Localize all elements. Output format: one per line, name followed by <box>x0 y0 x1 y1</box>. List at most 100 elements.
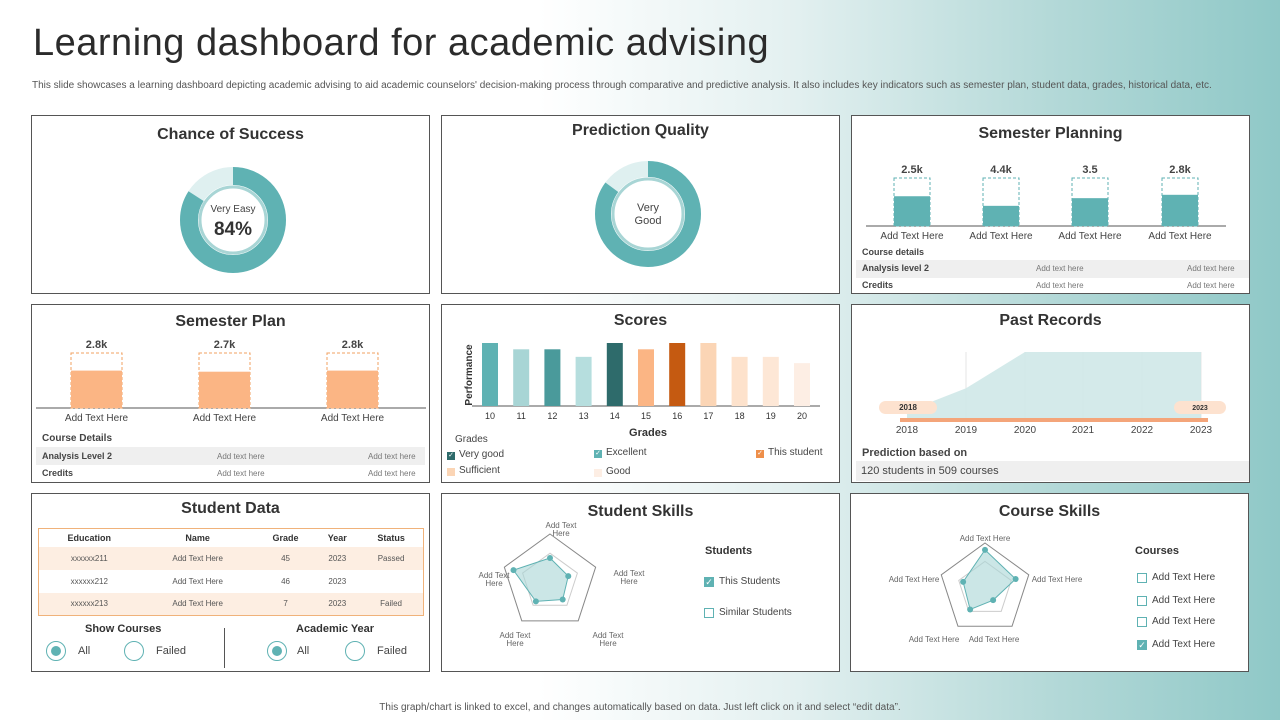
bar-value-label: 2.7k <box>214 339 236 351</box>
detail-row-label: Credits <box>42 468 74 478</box>
legend-checkbox[interactable] <box>704 608 714 618</box>
radar-point[interactable] <box>1012 576 1019 583</box>
radar-point[interactable] <box>532 598 539 605</box>
score-bar[interactable] <box>762 356 779 406</box>
academic-year-label: Academic Year <box>296 623 375 635</box>
score-bar[interactable] <box>794 363 810 406</box>
radar-axis-label-line: Add Text <box>593 631 625 640</box>
legend-checkbox[interactable] <box>1137 617 1147 627</box>
score-bar[interactable] <box>606 343 623 406</box>
table-row[interactable]: xxxxxx213 Add Text Here 7 2023 Failed <box>38 592 424 616</box>
radar-axis-label-line: Add Text <box>546 521 578 530</box>
bar[interactable] <box>71 370 122 408</box>
range-start-handle[interactable] <box>879 401 937 414</box>
donut-arc <box>180 167 286 273</box>
score-bar[interactable] <box>513 349 530 406</box>
detail-row-label: Analysis level 2 <box>862 263 930 273</box>
radar-axis-label: Add Text Here <box>479 571 511 588</box>
bar-category-label: Add Text Here <box>1058 231 1122 242</box>
panel-title: Past Records <box>999 312 1102 329</box>
table-cell: 2023 <box>315 592 360 616</box>
column-header: Name <box>185 532 210 543</box>
semester-planning-panel: Semester Planning 2.5k Add Text Here 4.4k A… <box>851 115 1250 294</box>
legend-label: Add Text Here <box>1152 572 1216 583</box>
donut-arc <box>595 161 701 267</box>
table-row[interactable]: xxxxxx211 Add Text Here 45 2023 Passed <box>38 546 424 570</box>
detail-row-label: Credits <box>862 280 894 290</box>
legend-label: Sufficient <box>459 465 500 476</box>
panel-title: Scores <box>613 312 668 329</box>
bar[interactable] <box>1162 194 1198 226</box>
legend-checkbox[interactable] <box>1137 596 1147 606</box>
bar-category-label: Add Text Here <box>969 231 1033 242</box>
show-courses-all-radio[interactable] <box>46 641 66 661</box>
radar-axis-label: Add Text Here <box>960 534 1011 543</box>
detail-cell: Add text here <box>368 452 416 461</box>
score-bar[interactable] <box>731 356 748 406</box>
legend-heading: Grades <box>455 434 488 445</box>
radar-point[interactable] <box>990 597 997 604</box>
score-bar[interactable] <box>575 356 592 406</box>
table-row[interactable]: xxxxxx212 Add Text Here 46 2023 <box>39 570 424 593</box>
bar-category-label: Add Text Here <box>880 231 944 242</box>
score-bar[interactable] <box>638 349 654 406</box>
radar-point[interactable] <box>510 567 517 574</box>
show-courses-failed-radio[interactable] <box>124 641 144 661</box>
table-header-row: Education Name Grade Year Status <box>39 529 424 547</box>
radar-axis-label: Add Text Here <box>889 575 940 584</box>
score-bar[interactable] <box>700 343 717 406</box>
academic-year-all-radio[interactable] <box>267 641 287 661</box>
radar-axis-label: Add Text Here <box>969 635 1020 644</box>
panel-title: Semester Planning <box>978 125 1123 142</box>
donut-inner-ring <box>611 177 685 251</box>
legend-swatch[interactable]: ✓ <box>447 452 455 460</box>
semester-plan-panel: Semester Plan 2.8k Add Text Here 2.7k Add T… <box>31 304 430 483</box>
radar-point[interactable] <box>565 573 572 580</box>
course-skills-radar: Add Text Here Add Text Here Add Text Here A… <box>889 534 1083 644</box>
radar-point[interactable] <box>960 578 967 585</box>
legend-checkbox[interactable]: ✓ <box>1137 640 1147 650</box>
academic-year-failed-radio[interactable] <box>345 641 365 661</box>
range-end-handle[interactable] <box>1174 401 1226 414</box>
radar-point[interactable] <box>967 606 974 613</box>
radar-point[interactable] <box>559 596 566 603</box>
panel-title: Student Data <box>181 500 280 517</box>
legend-swatch[interactable]: ✓ <box>756 450 764 458</box>
bar[interactable] <box>199 371 250 408</box>
bar[interactable] <box>894 196 930 226</box>
table-cell: Add Text Here <box>139 592 256 616</box>
legend-label: Similar Students <box>719 607 792 618</box>
legend-checkbox[interactable]: ✓ <box>704 577 714 587</box>
radar-axis-label: Add Text Here <box>614 569 646 586</box>
score-bar[interactable] <box>669 343 686 406</box>
legend-label: Excellent <box>606 447 647 458</box>
radar-series[interactable] <box>512 557 569 602</box>
bar[interactable] <box>327 370 378 408</box>
bar-category-label: Add Text Here <box>1148 231 1212 242</box>
score-bar[interactable] <box>544 349 561 406</box>
student-skills-panel: Student Skills Add Text Here Add Text Here A… <box>441 493 840 672</box>
score-bar[interactable] <box>482 343 498 406</box>
radar-point[interactable] <box>547 555 553 561</box>
table-cell: Failed <box>359 592 424 616</box>
bar[interactable] <box>983 205 1019 226</box>
radar-axis-label-line: Here <box>506 639 524 648</box>
x-tick-label: 14 <box>610 411 620 421</box>
radio-label: All <box>297 645 310 657</box>
legend-swatch[interactable]: ✓ <box>594 450 602 458</box>
bar[interactable] <box>1072 198 1108 226</box>
bar-category-label: Add Text Here <box>193 413 257 424</box>
legend-label: Good <box>606 466 631 477</box>
column-header: Year <box>327 532 347 543</box>
radar-point[interactable] <box>982 546 988 553</box>
x-tick-label: 15 <box>641 411 651 421</box>
radar-series[interactable] <box>962 549 1017 611</box>
panel-title: Course Skills <box>998 503 1101 520</box>
legend-swatch[interactable] <box>594 469 602 477</box>
table-row-shade <box>36 447 425 465</box>
x-tick-label: 18 <box>735 411 745 421</box>
legend-swatch[interactable] <box>447 468 455 476</box>
detail-cell: Add text here <box>368 469 416 478</box>
area-series[interactable] <box>907 352 1201 418</box>
legend-checkbox[interactable] <box>1137 573 1147 583</box>
